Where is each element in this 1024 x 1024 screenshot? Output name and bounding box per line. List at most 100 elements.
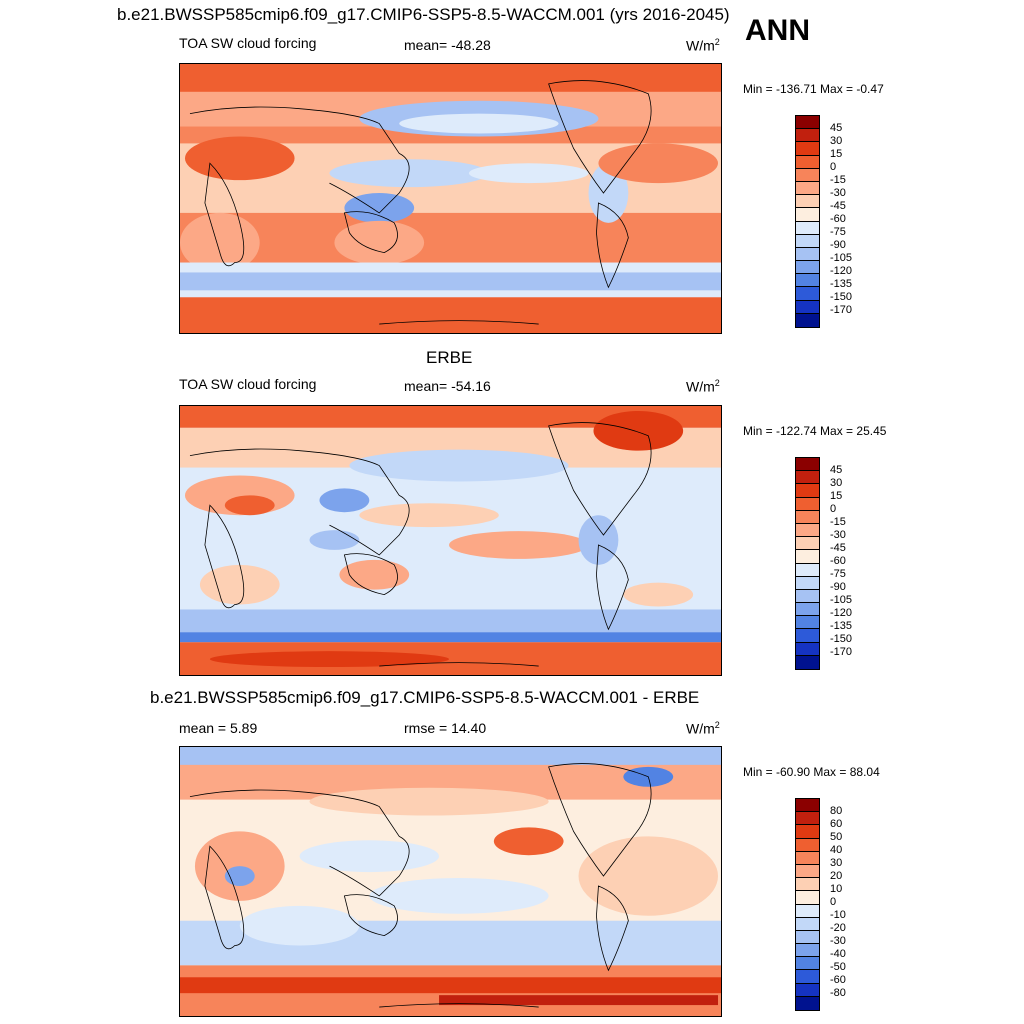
colorbar-tick-label: -170 xyxy=(830,646,853,658)
colorbar-tick-label: 80 xyxy=(830,805,843,817)
panel3-colorbar-swatch xyxy=(796,799,819,813)
colorbar-tick-label: -30 xyxy=(830,935,846,947)
panel2-title: ERBE xyxy=(426,348,473,367)
colorbar-tick-label: 0 xyxy=(830,896,837,908)
colorbar-tick-label: 45 xyxy=(830,464,843,476)
panel3-colorbar-swatch xyxy=(796,851,819,865)
colorbar-tick-label: -60 xyxy=(830,213,846,225)
panel1-colorbar-swatch xyxy=(796,208,819,222)
panel1-mean-label: mean= -48.28 xyxy=(404,37,491,53)
panel2-colorbar-swatch xyxy=(796,510,819,524)
panel1-minmax: Min = -136.71 Max = -0.47 xyxy=(743,82,884,96)
panel2-colorbar-swatch xyxy=(796,603,819,617)
colorbar-tick-label: 15 xyxy=(830,490,843,502)
panel3-colorbar-swatch xyxy=(796,825,819,839)
colorbar-tick-label: -45 xyxy=(830,542,846,554)
panel3-units: W/m2 xyxy=(686,720,720,737)
colorbar-tick-label: 40 xyxy=(830,844,843,856)
colorbar-tick-label: 15 xyxy=(830,148,843,160)
colorbar-tick-label: 45 xyxy=(830,122,843,134)
colorbar-tick-label: -105 xyxy=(830,252,853,264)
panel3-title: b.e21.BWSSP585cmip6.f09_g17.CMIP6-SSP5-8… xyxy=(150,688,700,707)
panel3-colorbar-swatch xyxy=(796,983,819,997)
panel3-colorbar-swatch xyxy=(796,904,819,918)
colorbar-tick-label: 0 xyxy=(830,503,837,515)
panel3-colorbar-swatch xyxy=(796,930,819,945)
panel2-colorbar-swatch xyxy=(796,629,819,643)
colorbar-tick-label: 0 xyxy=(830,161,837,173)
panel1-colorbar-swatch xyxy=(796,261,819,275)
colorbar-tick-label: -60 xyxy=(830,555,846,567)
colorbar-tick-label: -150 xyxy=(830,633,853,645)
colorbar-tick-label: -15 xyxy=(830,516,846,528)
panel3-colorbar xyxy=(795,798,820,1011)
panel1-colorbar-swatch xyxy=(796,247,819,262)
panel2-colorbar-swatch xyxy=(796,563,819,577)
panel1-colorbar-swatch xyxy=(796,300,819,314)
panel1-colorbar-swatch xyxy=(796,116,819,130)
panel2-colorbar-swatch xyxy=(796,616,819,630)
panel2-units: W/m2 xyxy=(686,378,720,395)
panel3-mean-label: mean = 5.89 xyxy=(179,720,258,736)
colorbar-tick-label: -90 xyxy=(830,581,846,593)
panel2-colorbar-swatch xyxy=(796,550,819,564)
panel1-colorbar-swatch xyxy=(796,274,819,288)
panel1-variable-label: TOA SW cloud forcing xyxy=(179,35,317,51)
panel2-map-field xyxy=(180,406,721,675)
colorbar-tick-label: -75 xyxy=(830,568,846,580)
colorbar-tick-label: 10 xyxy=(830,883,843,895)
panel2-map xyxy=(179,405,722,676)
colorbar-tick-label: -120 xyxy=(830,265,853,277)
colorbar-tick-label: -150 xyxy=(830,291,853,303)
panel2-colorbar-swatch xyxy=(796,589,819,604)
panel3-map-field xyxy=(180,747,721,1016)
colorbar-tick-label: 20 xyxy=(830,870,843,882)
panel2-colorbar-swatch xyxy=(796,484,819,498)
panel1-colorbar xyxy=(795,115,820,328)
colorbar-tick-label: -90 xyxy=(830,239,846,251)
colorbar-tick-label: -75 xyxy=(830,226,846,238)
panel2-colorbar-swatch xyxy=(796,458,819,472)
colorbar-tick-label: -15 xyxy=(830,174,846,186)
panel1-colorbar-swatch xyxy=(796,129,819,143)
panel3-rmse-label: rmse = 14.40 xyxy=(404,720,487,736)
panel1-map xyxy=(179,63,722,334)
panel3-colorbar-swatch xyxy=(796,864,819,879)
case-title: b.e21.BWSSP585cmip6.f09_g17.CMIP6-SSP5-8… xyxy=(117,5,730,24)
panel1-colorbar-swatch xyxy=(796,168,819,182)
panel3-colorbar-swatch xyxy=(796,838,819,852)
panel3-colorbar-swatch xyxy=(796,970,819,984)
panel1-colorbar-swatch xyxy=(796,221,819,235)
colorbar-tick-label: 30 xyxy=(830,135,843,147)
panel2-colorbar xyxy=(795,457,820,670)
panel2-colorbar-swatch xyxy=(796,642,819,656)
panel1-map-field xyxy=(180,64,721,333)
panel1-colorbar-swatch xyxy=(796,234,819,248)
panel3-colorbar-swatch xyxy=(796,996,819,1010)
panel1-colorbar-swatch xyxy=(796,195,819,209)
panel3-colorbar-swatch xyxy=(796,878,819,892)
panel1-colorbar-swatch xyxy=(796,287,819,301)
panel2-colorbar-swatch xyxy=(796,471,819,485)
panel2-variable-label: TOA SW cloud forcing xyxy=(179,376,317,392)
colorbar-tick-label: 30 xyxy=(830,477,843,489)
panel2-colorbar-swatch xyxy=(796,523,819,538)
panel1-colorbar-labels: 45 30 15 0 -15 -30 -45 -60 -75 -90 -105 … xyxy=(830,122,852,317)
colorbar-tick-label: -60 xyxy=(830,974,846,986)
colorbar-tick-label: -10 xyxy=(830,909,846,921)
colorbar-tick-label: -20 xyxy=(830,922,846,934)
colorbar-tick-label: -135 xyxy=(830,620,853,632)
panel3-colorbar-swatch xyxy=(796,812,819,826)
panel1-colorbar-swatch xyxy=(796,313,819,327)
panel3-colorbar-swatch xyxy=(796,917,819,931)
colorbar-tick-label: 30 xyxy=(830,857,843,869)
panel2-colorbar-labels: 45 30 15 0 -15 -30 -45 -60 -75 -90 -105 … xyxy=(830,464,852,659)
colorbar-tick-label: -170 xyxy=(830,304,853,316)
panel3-colorbar-labels: 80 60 50 40 30 20 10 0 -10 -20 -30 -40 -… xyxy=(830,805,846,1000)
panel2-colorbar-swatch xyxy=(796,537,819,551)
panel2-minmax: Min = -122.74 Max = 25.45 xyxy=(743,424,887,438)
colorbar-tick-label: -120 xyxy=(830,607,853,619)
colorbar-tick-label: 50 xyxy=(830,831,843,843)
colorbar-tick-label: -80 xyxy=(830,987,846,999)
colorbar-tick-label: -50 xyxy=(830,961,846,973)
